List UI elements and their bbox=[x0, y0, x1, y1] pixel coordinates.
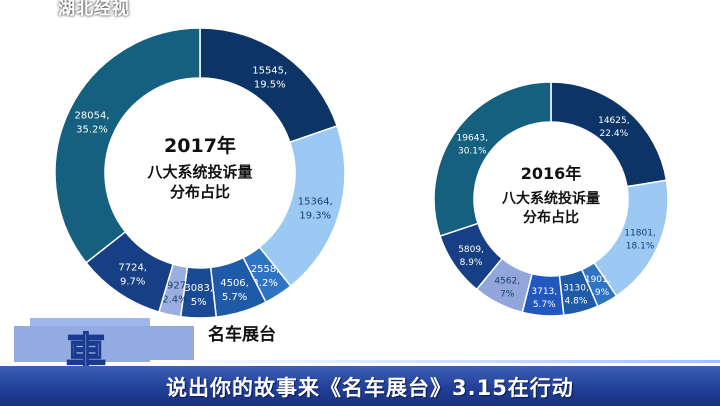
slice-value-label-2017-5: 1927, bbox=[161, 280, 190, 291]
slice-value-label-2017-1: 15364, bbox=[298, 196, 333, 207]
slice-percent-label-2017-6: 9.7% bbox=[120, 276, 145, 287]
lower-third-banner bbox=[0, 366, 720, 406]
chart-subtitle-2016-0: 八大系统投诉量 bbox=[501, 190, 600, 207]
slice-percent-label-2016-1: 18.1% bbox=[626, 241, 655, 251]
slice-value-label-2016-2: 1901, bbox=[585, 275, 611, 285]
slice-percent-label-2017-3: 5.7% bbox=[222, 292, 247, 303]
chart-subtitle-2016-1: 分布占比 bbox=[523, 209, 579, 226]
slice-value-label-2016-7: 19643, bbox=[457, 133, 489, 143]
slice-value-label-2017-6: 7724, bbox=[118, 262, 147, 273]
slice-value-label-2016-1: 11801, bbox=[624, 228, 656, 238]
channel-watermark: 湖北经视 bbox=[58, 0, 130, 19]
logo-accent bbox=[30, 318, 150, 326]
slice-percent-label-2016-2: 2.9% bbox=[586, 288, 609, 298]
slice-percent-label-2017-7: 35.2% bbox=[76, 125, 108, 136]
slice-value-label-2016-4: 3713, bbox=[531, 287, 557, 297]
donut-chart-2017: 15545, 19.5% 15364, 19.3% 2558, 3.2%4506, 5.7%… bbox=[54, 27, 346, 319]
chart-title-2017: 2017年 bbox=[164, 134, 236, 157]
slice-value-label-2016-5: 4562, bbox=[494, 277, 520, 287]
slice-percent-label-2017-4: 5% bbox=[191, 297, 207, 308]
slice-value-label-2016-0: 14625, bbox=[598, 116, 630, 126]
slice-percent-label-2016-7: 30.1% bbox=[458, 146, 487, 156]
slice-value-label-2017-4: 3083, bbox=[184, 283, 213, 294]
banner-top-line bbox=[150, 360, 720, 363]
logo-backdrop bbox=[14, 326, 194, 362]
slice-value-label-2016-3: 3130, bbox=[563, 284, 589, 294]
slice-percent-label-2016-5: 7% bbox=[500, 290, 515, 300]
slice-percent-label-2016-4: 5.7% bbox=[533, 300, 556, 310]
chart-subtitle-2017-1: 分布占比 bbox=[170, 183, 230, 201]
slice-percent-label-2017-2: 3.2% bbox=[252, 278, 277, 289]
slice-percent-label-2016-3: 4.8% bbox=[565, 297, 588, 307]
slice-2017-7 bbox=[54, 27, 201, 264]
slice-value-label-2017-3: 4506, bbox=[220, 278, 249, 289]
slice-percent-label-2017-1: 19.3% bbox=[299, 210, 331, 221]
chart-subtitle-2017-0: 八大系统投诉量 bbox=[146, 163, 252, 181]
slice-value-label-2016-6: 5809, bbox=[458, 245, 484, 255]
slice-value-label-2017-2: 2558, bbox=[251, 264, 280, 275]
slice-value-label-2017-7: 28054, bbox=[75, 111, 110, 122]
program-label: 名车展台 bbox=[208, 325, 276, 345]
slice-percent-label-2016-6: 8.9% bbox=[460, 258, 483, 268]
slice-percent-label-2016-0: 22.4% bbox=[600, 129, 629, 139]
donut-chart-2016: 14625, 22.4% 11801, 18.1% 1901, 2.9%3130, 4.8%… bbox=[433, 81, 669, 317]
slice-2016-7 bbox=[433, 81, 552, 238]
lower-third-caption: 说出你的故事来《名车展台》3.15在行动 bbox=[166, 376, 574, 400]
slice-value-label-2017-0: 15545, bbox=[252, 65, 287, 76]
slice-percent-label-2017-5: 2.4% bbox=[162, 294, 187, 305]
slice-percent-label-2017-0: 19.5% bbox=[254, 79, 286, 90]
chart-title-2016: 2016年 bbox=[521, 164, 582, 183]
